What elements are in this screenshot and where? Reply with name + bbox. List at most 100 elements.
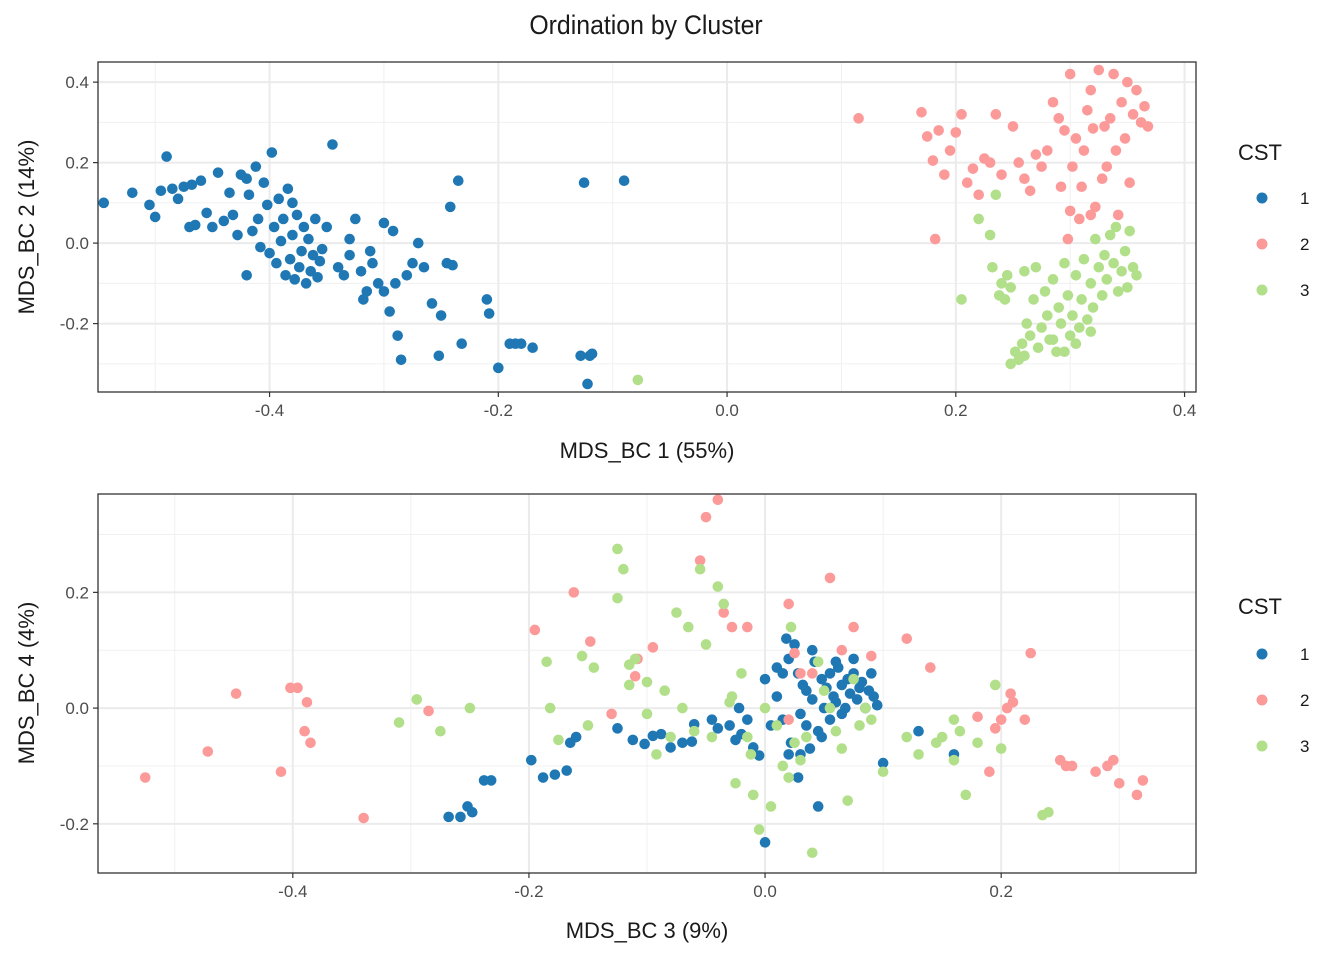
data-point-cst-3: [999, 294, 1011, 305]
plot-border: [97, 61, 1197, 393]
data-point-cst-3: [866, 714, 877, 725]
data-point-cst-3: [824, 702, 836, 714]
data-point-cst-1: [264, 247, 275, 259]
chart-title: Ordination by Cluster: [529, 10, 763, 40]
data-point-cst-3: [1032, 342, 1044, 354]
data-point-cst-2: [1085, 209, 1097, 221]
data-point-cst-2: [1074, 213, 1085, 225]
data-point-cst-2: [956, 109, 967, 120]
data-point-cst-2: [1122, 76, 1133, 88]
data-point-cst-1: [466, 806, 478, 818]
data-point-cst-3: [1009, 346, 1021, 358]
data-point-cst-2: [1064, 205, 1076, 217]
data-point-cst-2: [989, 723, 1001, 734]
data-point-cst-2: [1005, 688, 1016, 699]
data-point-cst-1: [289, 274, 301, 285]
data-point-cst-1: [314, 255, 326, 267]
data-point-cst-1: [241, 173, 252, 185]
data-point-cst-1: [677, 737, 688, 749]
data-point-cst-2: [806, 668, 818, 679]
data-point-cst-1: [98, 197, 110, 209]
data-point-cst-1: [627, 734, 639, 746]
data-point-cst-1: [481, 294, 493, 305]
data-point-cst-1: [243, 189, 255, 201]
data-point-cst-3: [795, 754, 806, 766]
data-point-cst-2: [1090, 201, 1101, 213]
data-point-cst-2: [1137, 775, 1149, 786]
points-layer: [139, 494, 1149, 859]
data-point-cst-1: [561, 765, 573, 776]
data-point-cst-2: [984, 157, 996, 168]
data-point-cst-1: [433, 350, 445, 362]
data-point-cst-3: [629, 653, 641, 665]
legend-label-3: 3: [1300, 281, 1309, 300]
data-point-cst-1: [287, 197, 298, 209]
data-point-cst-3: [989, 679, 1001, 691]
y-tick-label: 0.0: [65, 699, 89, 718]
data-point-cst-1: [639, 738, 650, 750]
data-point-cst-1: [856, 676, 868, 688]
data-point-cst-2: [1113, 778, 1125, 789]
data-point-cst-2: [1110, 145, 1122, 156]
plot-area: [98, 62, 1196, 392]
data-point-cst-2: [824, 572, 836, 584]
data-point-cst-2: [1142, 121, 1154, 132]
data-point-cst-1: [435, 310, 447, 321]
x-axis-title: MDS_BC 1 (55%): [560, 438, 735, 463]
data-point-cst-1: [712, 723, 724, 734]
data-point-cst-2: [1062, 233, 1074, 245]
data-point-cst-3: [712, 581, 724, 592]
data-point-cst-2: [916, 107, 927, 118]
data-point-cst-3: [411, 694, 423, 705]
data-point-cst-2: [1093, 64, 1105, 76]
data-point-cst-3: [1051, 346, 1062, 358]
x-tick-label: 0.4: [1173, 401, 1197, 420]
data-point-cst-1: [759, 837, 771, 848]
legend-title: CST: [1238, 594, 1282, 619]
data-point-cst-3: [1108, 257, 1119, 269]
data-point-cst-1: [575, 350, 586, 362]
data-point-cst-1: [483, 308, 495, 319]
data-point-cst-1: [361, 286, 373, 297]
data-point-cst-1: [795, 708, 806, 720]
data-point-cst-2: [1013, 157, 1025, 168]
data-point-cst-2: [901, 633, 913, 644]
data-point-cst-1: [358, 294, 369, 305]
data-point-cst-2: [1019, 714, 1031, 725]
x-tick-label: 0.0: [715, 401, 739, 420]
legend-key-1: [1256, 192, 1268, 204]
data-point-cst-2: [933, 125, 944, 136]
data-point-cst-1: [586, 348, 598, 360]
data-point-cst-1: [816, 673, 828, 685]
data-point-cst-2: [961, 177, 973, 189]
data-point-cst-2: [1108, 68, 1119, 80]
data-point-cst-3: [745, 749, 757, 760]
data-point-cst-1: [161, 151, 172, 162]
data-point-cst-3: [1039, 286, 1051, 297]
data-point-cst-2: [1090, 766, 1101, 778]
data-point-cst-3: [987, 261, 998, 273]
data-point-cst-1: [149, 211, 161, 223]
data-point-cst-3: [435, 725, 446, 737]
data-point-cst-1: [294, 261, 305, 273]
data-point-cst-3: [1119, 245, 1131, 257]
data-point-cst-2: [925, 662, 936, 673]
y-tick-label: 0.4: [65, 73, 89, 92]
data-point-cst-3: [1101, 274, 1113, 285]
data-point-cst-1: [578, 177, 590, 189]
data-point-cst-3: [1030, 261, 1042, 273]
data-point-cst-2: [629, 670, 641, 682]
data-point-cst-1: [527, 342, 538, 354]
data-point-cst-1: [844, 688, 856, 699]
y-tick-label: 0.2: [65, 154, 89, 173]
y-tick-label: 0.2: [65, 583, 89, 602]
data-point-cst-3: [812, 656, 824, 668]
legend-key-2: [1256, 238, 1268, 250]
data-point-cst-2: [1104, 113, 1116, 124]
data-point-cst-1: [195, 175, 207, 187]
data-point-cst-2: [972, 711, 983, 723]
data-point-cst-3: [612, 592, 623, 604]
data-point-cst-1: [241, 269, 252, 281]
data-point-cst-1: [407, 257, 418, 269]
